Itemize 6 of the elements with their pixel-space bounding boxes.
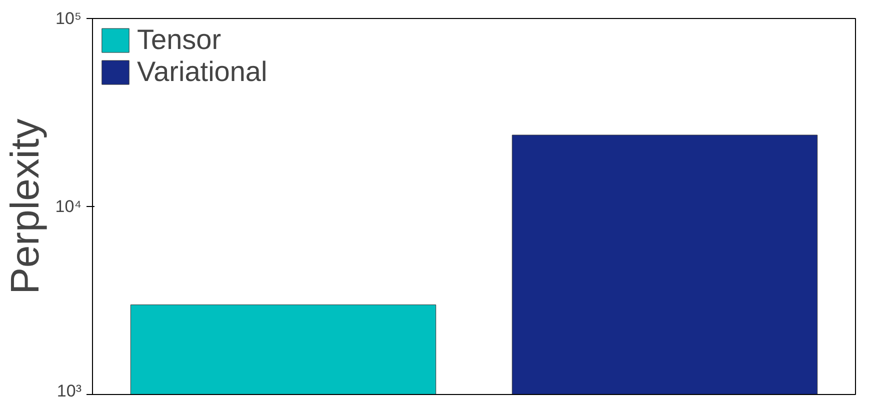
y-axis-title: Perplexity	[3, 118, 48, 294]
legend-label: Variational	[137, 56, 268, 88]
y-tick-label: 10⁵	[56, 9, 82, 28]
legend-label: Tensor	[137, 24, 222, 56]
y-tick-label: 10³	[56, 382, 82, 400]
y-tick-label: 10⁴	[55, 197, 82, 216]
